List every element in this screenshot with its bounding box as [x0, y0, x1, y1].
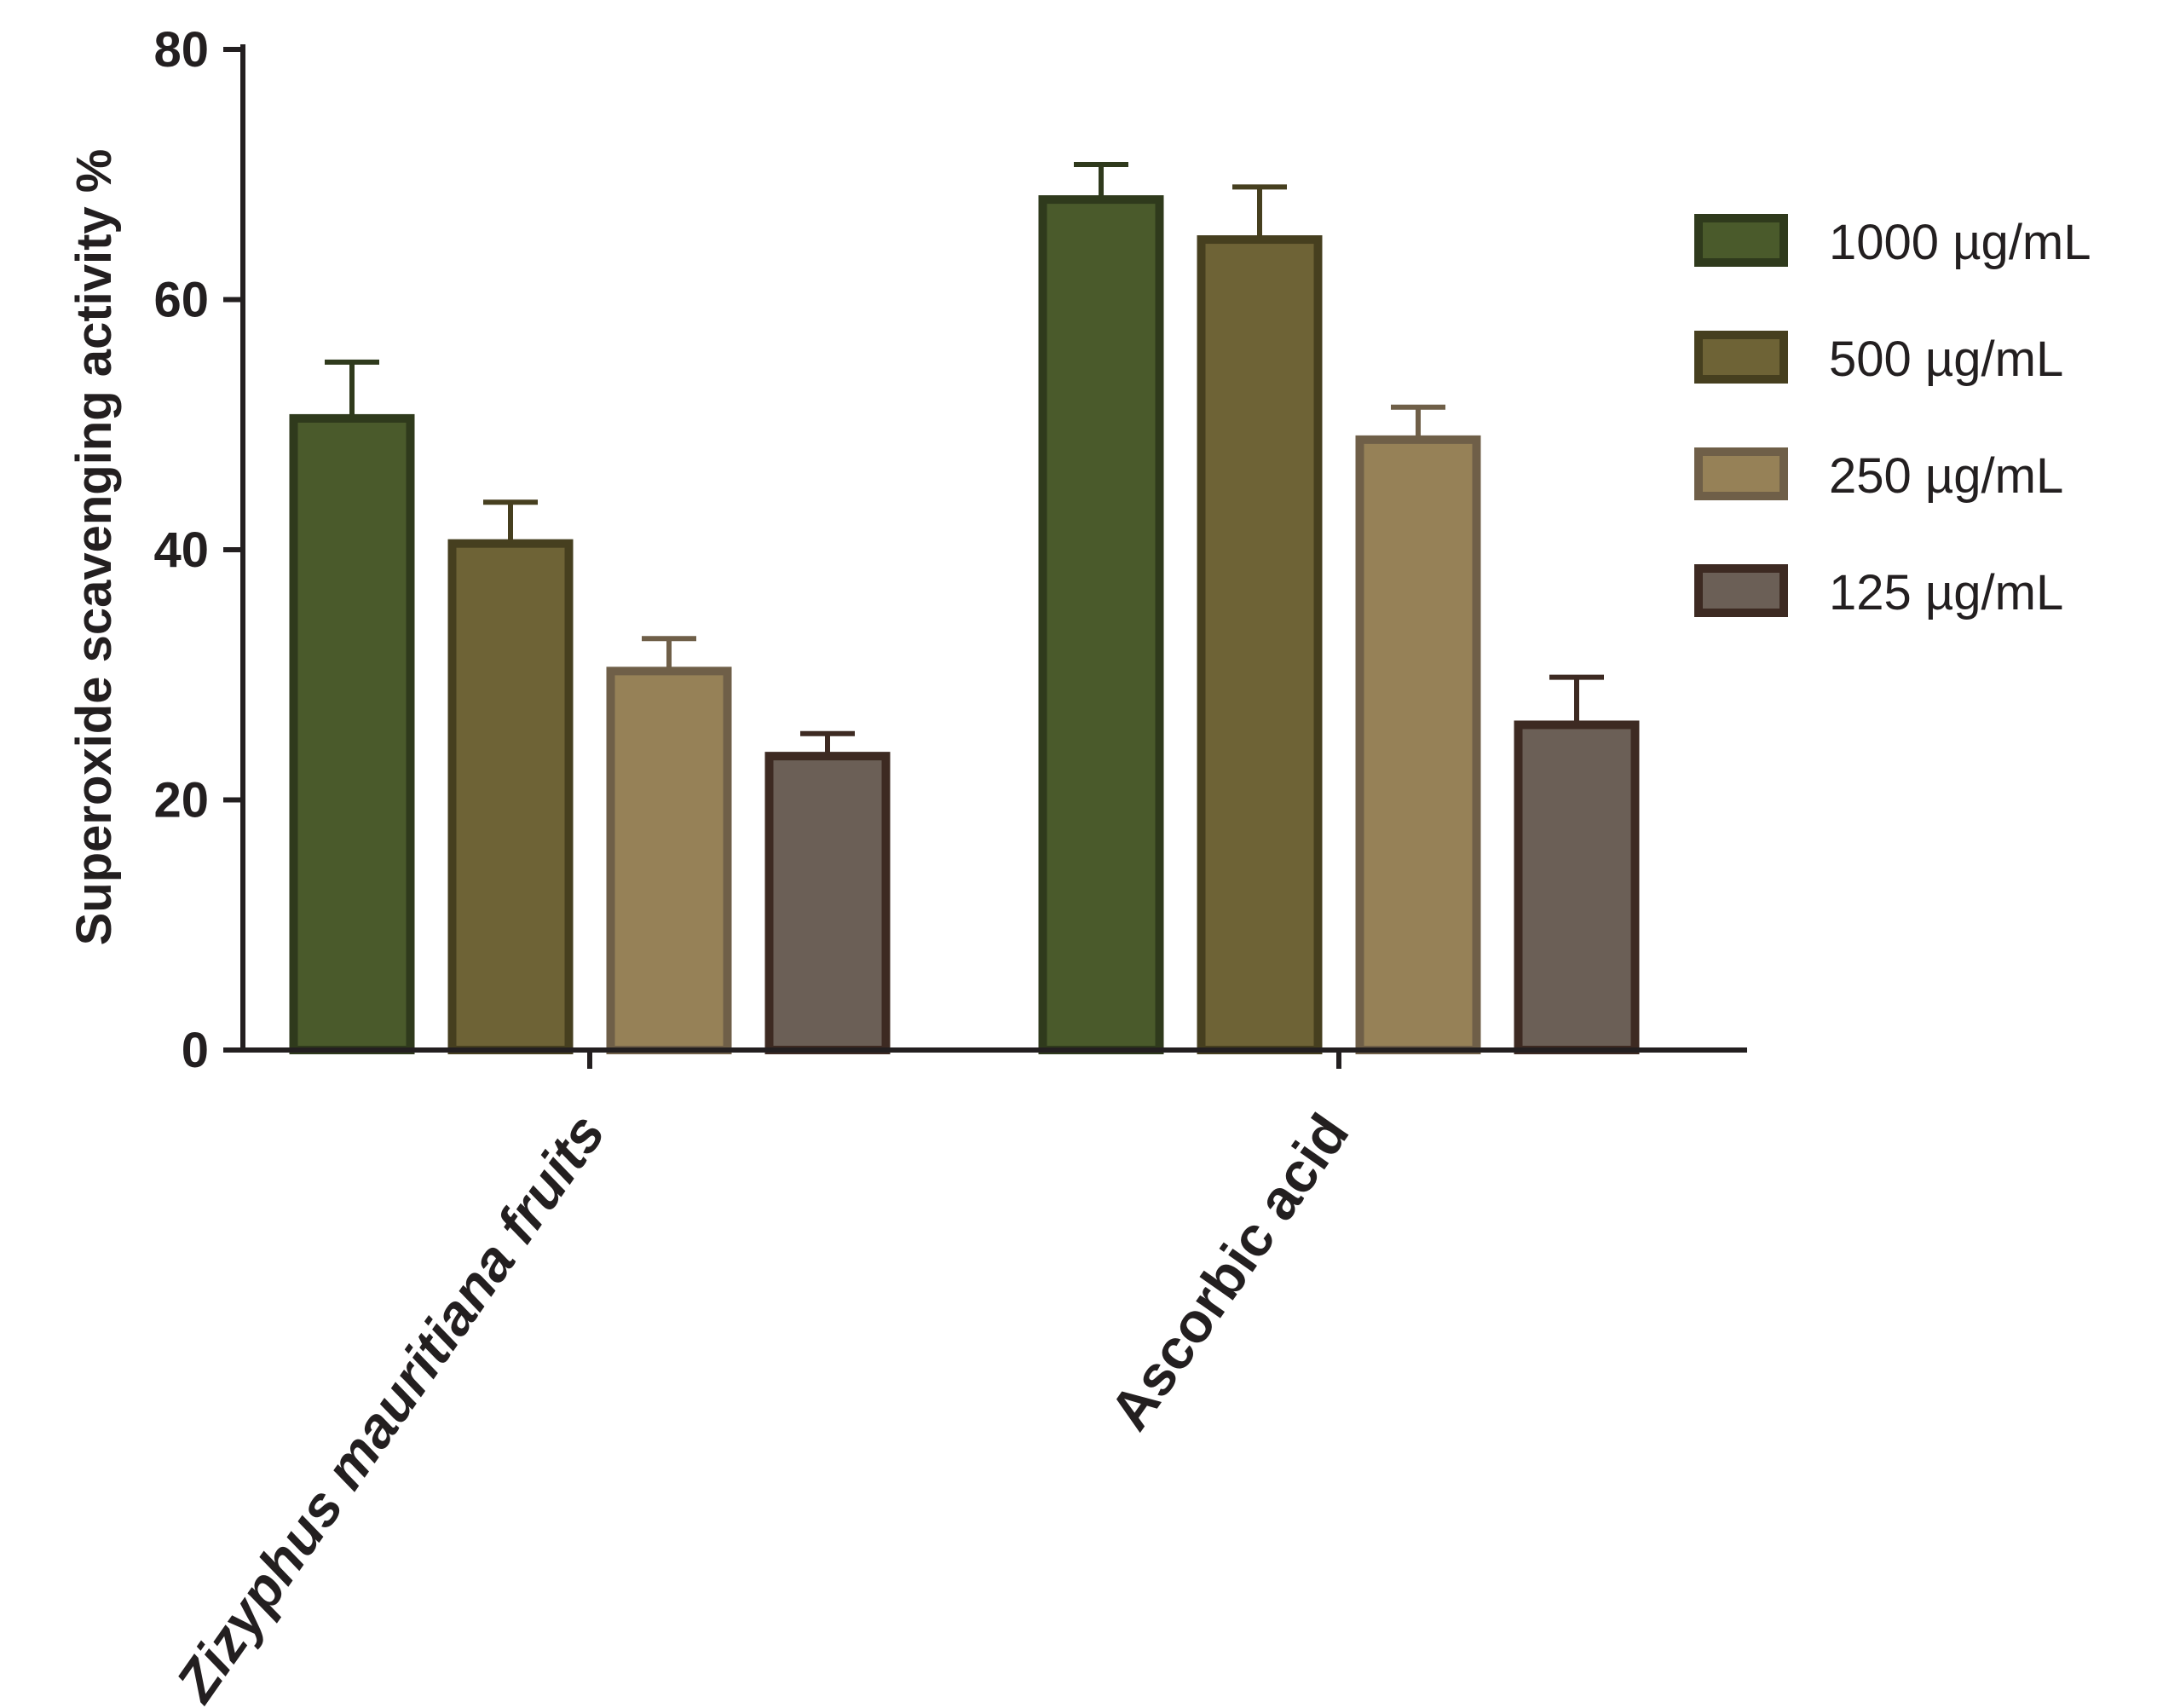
bar: [289, 413, 415, 1055]
x-axis-ticks: [587, 1050, 1341, 1069]
y-axis-title: Superoxide scavenging activity %: [66, 149, 122, 946]
y-axis-ticks: 0 20 40 60 80: [153, 22, 243, 1078]
y-tick-label: 20: [153, 773, 209, 828]
legend-label: 1000 µg/mL: [1829, 215, 2091, 270]
bar: [1038, 195, 1164, 1055]
category-label-zizyphus: Zizyphus mauritiana fruits: [163, 1103, 617, 1708]
legend-swatch: [1694, 564, 1788, 617]
y-tick-label: 40: [153, 522, 209, 578]
plot-area: [289, 162, 1640, 1055]
category-label-ascorbic-acid: Ascorbic acid: [1098, 1103, 1361, 1441]
y-tick-label: 80: [153, 22, 209, 78]
bar: [606, 666, 732, 1054]
bar: [1355, 435, 1481, 1054]
legend-swatch: [1694, 214, 1788, 267]
legend-swatch: [1694, 331, 1788, 384]
bar: [764, 752, 891, 1054]
legend-label: 125 µg/mL: [1829, 565, 2063, 620]
y-tick-label: 60: [153, 273, 209, 328]
legend: 1000 µg/mL 500 µg/mL 250 µg/mL 125 µg/mL: [1694, 214, 2091, 620]
legend-label: 500 µg/mL: [1829, 332, 2063, 387]
legend-label: 250 µg/mL: [1829, 448, 2063, 504]
bar: [447, 539, 574, 1054]
bar: [1514, 720, 1640, 1054]
bar: [1197, 235, 1323, 1054]
y-tick-label: 0: [182, 1023, 209, 1078]
legend-swatch: [1694, 447, 1788, 500]
